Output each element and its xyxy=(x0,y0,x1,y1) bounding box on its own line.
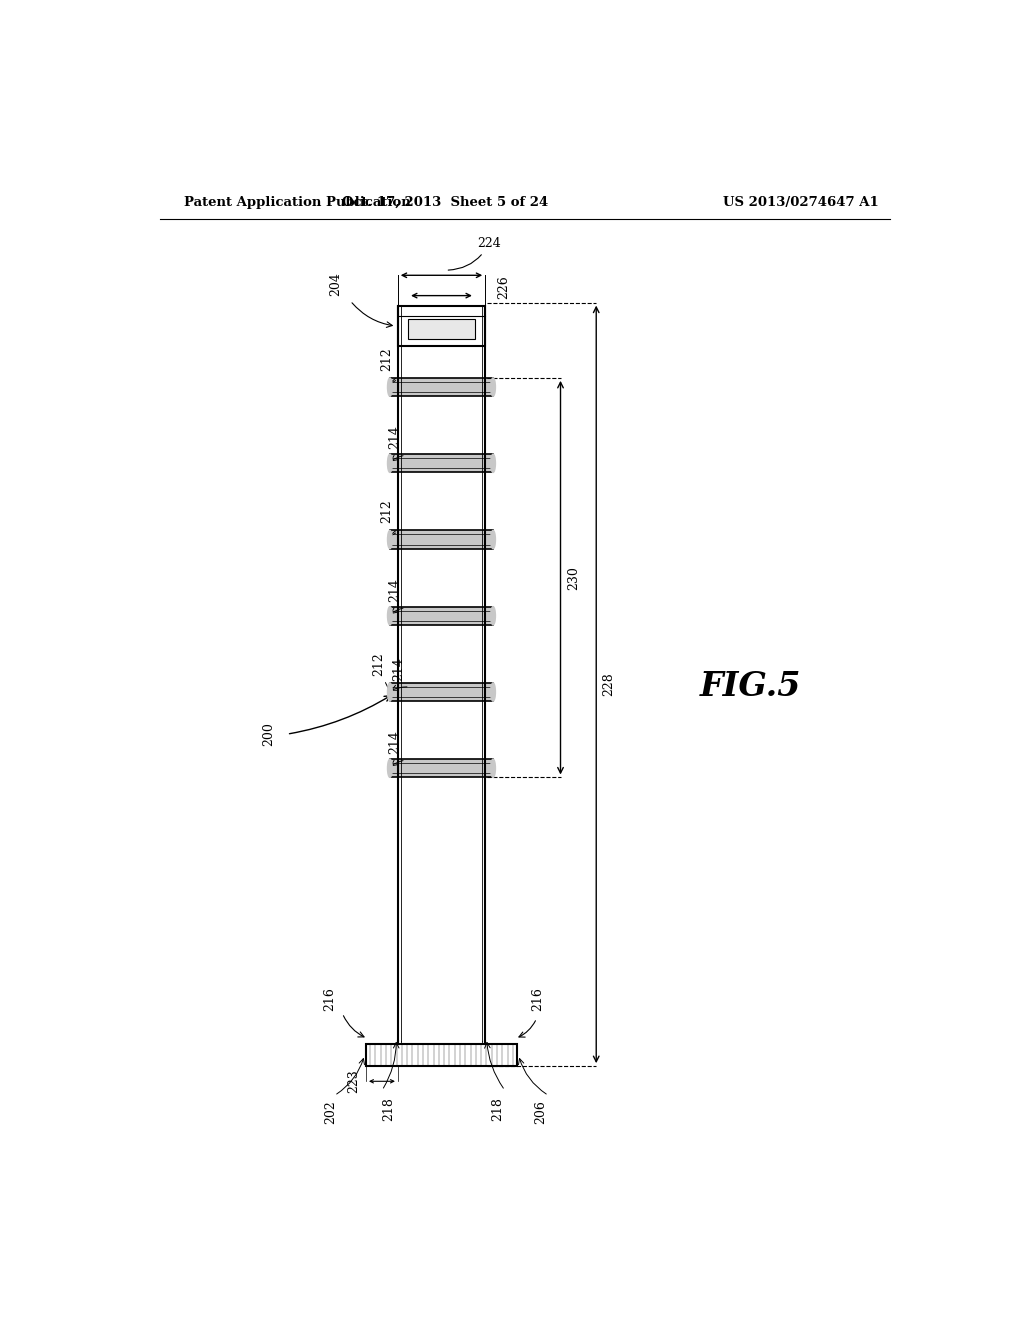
Ellipse shape xyxy=(490,682,496,701)
Text: 216: 216 xyxy=(323,987,336,1011)
Text: 214: 214 xyxy=(388,425,401,449)
Bar xyxy=(367,1044,517,1067)
Text: 200: 200 xyxy=(262,722,274,746)
Ellipse shape xyxy=(387,682,392,701)
Bar xyxy=(390,454,494,473)
Text: 228: 228 xyxy=(602,672,615,696)
Text: 214: 214 xyxy=(392,657,404,681)
Text: Patent Application Publication: Patent Application Publication xyxy=(183,195,411,209)
Text: 204: 204 xyxy=(330,272,342,296)
Bar xyxy=(390,682,494,701)
Ellipse shape xyxy=(387,759,392,777)
Text: 206: 206 xyxy=(535,1101,547,1125)
Text: US 2013/0274647 A1: US 2013/0274647 A1 xyxy=(723,195,879,209)
Ellipse shape xyxy=(387,454,392,473)
Text: 224: 224 xyxy=(449,236,501,271)
Ellipse shape xyxy=(490,759,496,777)
Text: 214: 214 xyxy=(388,730,401,754)
Text: 202: 202 xyxy=(324,1101,337,1125)
Ellipse shape xyxy=(490,378,496,396)
Text: 218: 218 xyxy=(382,1097,395,1122)
Text: 230: 230 xyxy=(567,566,580,590)
Bar xyxy=(390,378,494,396)
Text: 226: 226 xyxy=(497,276,510,300)
Text: 218: 218 xyxy=(492,1097,504,1122)
Bar xyxy=(390,759,494,777)
Text: 212: 212 xyxy=(380,499,393,523)
Ellipse shape xyxy=(387,378,392,396)
Text: 214: 214 xyxy=(388,578,401,602)
Text: FIG.5: FIG.5 xyxy=(699,671,801,704)
Bar xyxy=(390,531,494,549)
Ellipse shape xyxy=(490,531,496,549)
Text: 216: 216 xyxy=(531,987,544,1011)
Bar xyxy=(390,607,494,624)
Ellipse shape xyxy=(387,607,392,624)
Text: 223: 223 xyxy=(347,1069,359,1093)
Bar xyxy=(409,319,475,339)
Ellipse shape xyxy=(490,607,496,624)
Ellipse shape xyxy=(490,454,496,473)
Text: 212: 212 xyxy=(380,347,393,371)
Text: 212: 212 xyxy=(372,652,385,676)
Bar xyxy=(397,306,485,346)
Ellipse shape xyxy=(387,531,392,549)
Text: Oct. 17, 2013  Sheet 5 of 24: Oct. 17, 2013 Sheet 5 of 24 xyxy=(342,195,549,209)
